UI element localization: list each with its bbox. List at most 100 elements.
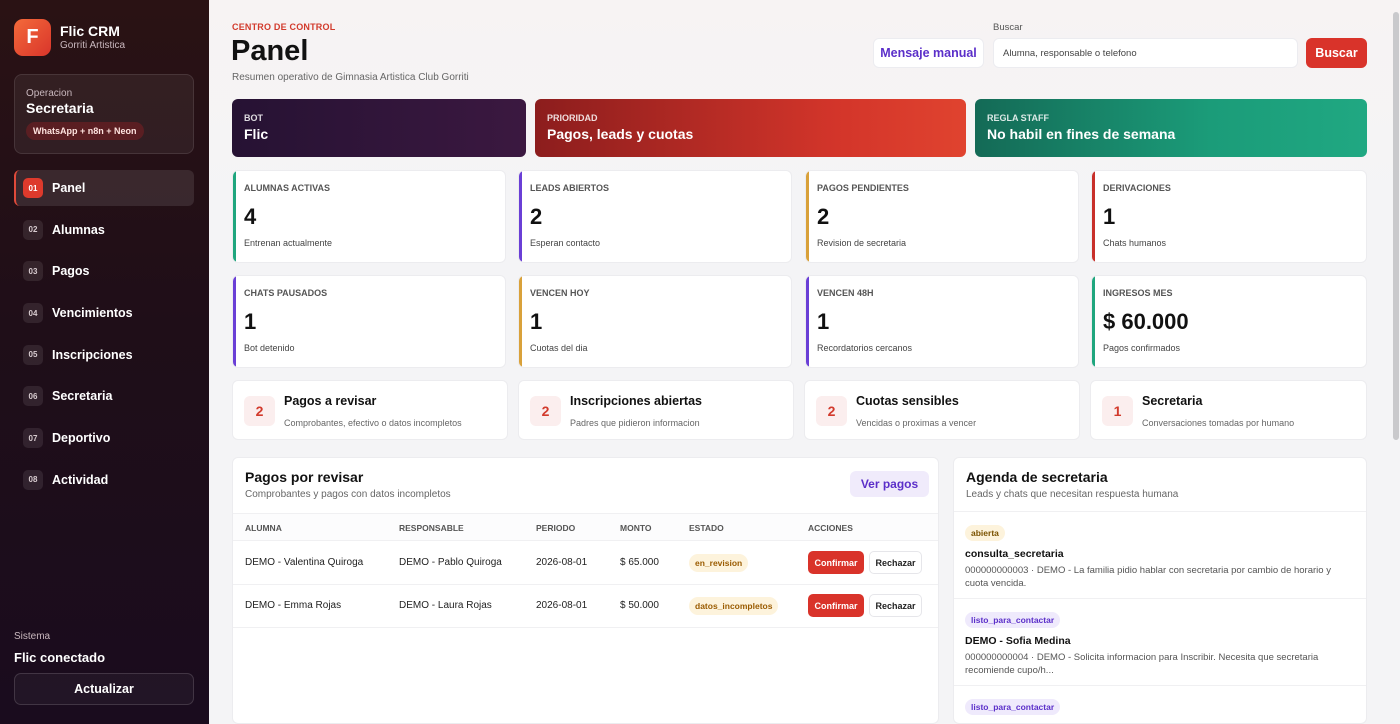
sidebar-item-label: Actividad xyxy=(52,472,109,487)
stat-value: $ 60.000 xyxy=(1103,309,1189,334)
agenda-item[interactable]: abierta consulta_secretaria 000000000003… xyxy=(954,511,1366,601)
stat-subtitle: Bot detenido xyxy=(244,343,295,353)
payments-panel: Pagos por revisar Comprobantes y pagos c… xyxy=(232,457,939,724)
stat-card-chats-pausados: CHATS PAUSADOS 1 Bot detenido xyxy=(232,275,506,368)
agenda-item-title: DEMO - Sofia Medina xyxy=(965,635,1071,647)
stat-label: LEADS ABIERTOS xyxy=(530,183,610,193)
cell-monto: $ 50.000 xyxy=(620,600,659,611)
stat-subtitle: Recordatorios cercanos xyxy=(817,343,913,353)
column-header: PERIODO xyxy=(536,523,576,533)
refresh-button[interactable]: Actualizar xyxy=(14,673,194,705)
panel-title: Pagos por revisar xyxy=(245,469,364,485)
stat-card-alumnas-activas: ALUMNAS ACTIVAS 4 Entrenan actualmente xyxy=(232,170,506,263)
cell-responsable: DEMO - Laura Rojas xyxy=(399,600,492,611)
stat-card-leads-abiertos: LEADS ABIERTOS 2 Esperan contacto xyxy=(518,170,792,263)
panel-title: Agenda de secretaria xyxy=(966,469,1108,485)
banner-value: Pagos, leads y cuotas xyxy=(547,126,694,142)
stat-subtitle: Esperan contacto xyxy=(530,238,601,248)
agenda-item-title: consulta_secretaria xyxy=(965,548,1064,560)
staff-rule-banner: REGLA STAFF No habil en fines de semana xyxy=(975,99,1367,157)
page-eyebrow: CENTRO DE CONTROL xyxy=(232,22,336,32)
search-button[interactable]: Buscar xyxy=(1306,38,1367,68)
sidebar-item-label: Inscripciones xyxy=(52,347,133,362)
sidebar-item-inscripciones[interactable]: 05 Inscripciones xyxy=(14,337,194,373)
brand-subtitle: Gorriti Artistica xyxy=(60,40,126,51)
cell-periodo: 2026-08-01 xyxy=(536,600,588,611)
stat-value: 1 xyxy=(1103,204,1116,229)
sidebar-item-label: Alumnas xyxy=(52,222,105,237)
column-header: ESTADO xyxy=(689,523,724,533)
summary-card-secretaria[interactable]: 1 Secretaria Conversaciones tomadas por … xyxy=(1090,380,1367,440)
panel-subtitle: Comprobantes y pagos con datos incomplet… xyxy=(245,489,451,500)
nav-number: 07 xyxy=(23,428,43,449)
sidebar-item-pagos[interactable]: 03 Pagos xyxy=(14,253,194,289)
sidebar-item-label: Panel xyxy=(52,181,86,195)
operation-value: Secretaria xyxy=(26,100,94,116)
cell-monto: $ 65.000 xyxy=(620,557,659,568)
banner-value: Flic xyxy=(244,126,269,142)
banner-value: No habil en fines de semana xyxy=(987,126,1176,142)
column-header: ALUMNA xyxy=(245,523,282,533)
page-scrollbar[interactable] xyxy=(1393,12,1399,440)
summary-count: 2 xyxy=(816,396,847,426)
confirm-button[interactable]: Confirmar xyxy=(808,551,864,574)
page-title: Panel xyxy=(231,35,309,67)
summary-subtitle: Padres que pidieron informacion xyxy=(570,418,700,428)
stat-card-vencen-48h: VENCEN 48H 1 Recordatorios cercanos xyxy=(805,275,1079,368)
summary-card-inscripciones[interactable]: 2 Inscripciones abiertas Padres que pidi… xyxy=(518,380,794,440)
agenda-item[interactable]: listo_para_contactar xyxy=(954,685,1366,723)
banner-label: REGLA STAFF xyxy=(987,113,1049,123)
cell-alumna: DEMO - Emma Rojas xyxy=(245,600,342,611)
status-badge: abierta xyxy=(965,525,1005,541)
confirm-button[interactable]: Confirmar xyxy=(808,594,864,617)
stat-value: 1 xyxy=(244,309,257,334)
page-subtitle: Resumen operativo de Gimnasia Artistica … xyxy=(232,72,469,83)
cell-responsable: DEMO - Pablo Quiroga xyxy=(399,557,502,568)
sidebar-item-vencimientos[interactable]: 04 Vencimientos xyxy=(14,295,194,331)
stat-label: CHATS PAUSADOS xyxy=(244,288,328,298)
stat-label: VENCEN HOY xyxy=(530,288,590,298)
status-badge: datos_incompletos xyxy=(689,597,779,615)
stat-subtitle: Cuotas del dia xyxy=(530,343,588,353)
reject-button[interactable]: Rechazar xyxy=(869,551,922,574)
sidebar-item-deportivo[interactable]: 07 Deportivo xyxy=(14,420,194,456)
stat-value: 4 xyxy=(244,204,257,229)
agenda-panel: Agenda de secretaria Leads y chats que n… xyxy=(953,457,1367,724)
summary-title: Pagos a revisar xyxy=(284,394,377,408)
summary-count: 1 xyxy=(1102,396,1133,426)
manual-message-button[interactable]: Mensaje manual xyxy=(873,38,984,68)
banner-label: BOT xyxy=(244,113,263,123)
stat-card-vencen-hoy: VENCEN HOY 1 Cuotas del dia xyxy=(518,275,792,368)
operation-label: Operacion xyxy=(26,88,73,99)
agenda-item-text: 000000000003 · DEMO - La familia pidio h… xyxy=(965,565,1331,589)
nav-number: 06 xyxy=(23,386,43,407)
summary-count: 2 xyxy=(244,396,275,426)
stat-value: 2 xyxy=(530,204,543,229)
stat-subtitle: Chats humanos xyxy=(1103,238,1167,248)
table-row: DEMO - Valentina Quiroga DEMO - Pablo Qu… xyxy=(233,542,938,585)
stat-subtitle: Pagos confirmados xyxy=(1103,343,1181,353)
sidebar-item-actividad[interactable]: 08 Actividad xyxy=(14,462,194,498)
reject-button[interactable]: Rechazar xyxy=(869,594,922,617)
sidebar-item-label: Pagos xyxy=(52,264,90,279)
agenda-item-text: 000000000004 · DEMO - Solicita informaci… xyxy=(965,652,1319,676)
brand: F Flic CRM Gorriti Artistica xyxy=(14,19,125,56)
nav-number: 05 xyxy=(23,344,43,365)
stat-label: ALUMNAS ACTIVAS xyxy=(244,183,330,193)
view-payments-button[interactable]: Ver pagos xyxy=(850,471,929,497)
integration-badge: WhatsApp + n8n + Neon xyxy=(26,122,144,140)
app-logo: F xyxy=(14,19,51,56)
summary-card-cuotas[interactable]: 2 Cuotas sensibles Vencidas o proximas a… xyxy=(804,380,1080,440)
search-input[interactable] xyxy=(993,38,1298,68)
sidebar-nav: 01 Panel 02 Alumnas 03 Pagos 04 Vencimie… xyxy=(14,170,194,504)
agenda-item[interactable]: listo_para_contactar DEMO - Sofia Medina… xyxy=(954,598,1366,688)
sidebar-item-secretaria[interactable]: 06 Secretaria xyxy=(14,378,194,414)
sidebar-item-alumnas[interactable]: 02 Alumnas xyxy=(14,212,194,248)
sidebar-item-panel[interactable]: 01 Panel xyxy=(14,170,194,206)
system-label: Sistema xyxy=(14,631,51,642)
summary-card-pagos[interactable]: 2 Pagos a revisar Comprobantes, efectivo… xyxy=(232,380,508,440)
stat-card-pagos-pendientes: PAGOS PENDIENTES 2 Revision de secretari… xyxy=(805,170,1079,263)
nav-number: 01 xyxy=(23,178,43,198)
summary-subtitle: Conversaciones tomadas por humano xyxy=(1142,418,1295,428)
main-content: CENTRO DE CONTROL Panel Resumen operativ… xyxy=(209,0,1400,724)
